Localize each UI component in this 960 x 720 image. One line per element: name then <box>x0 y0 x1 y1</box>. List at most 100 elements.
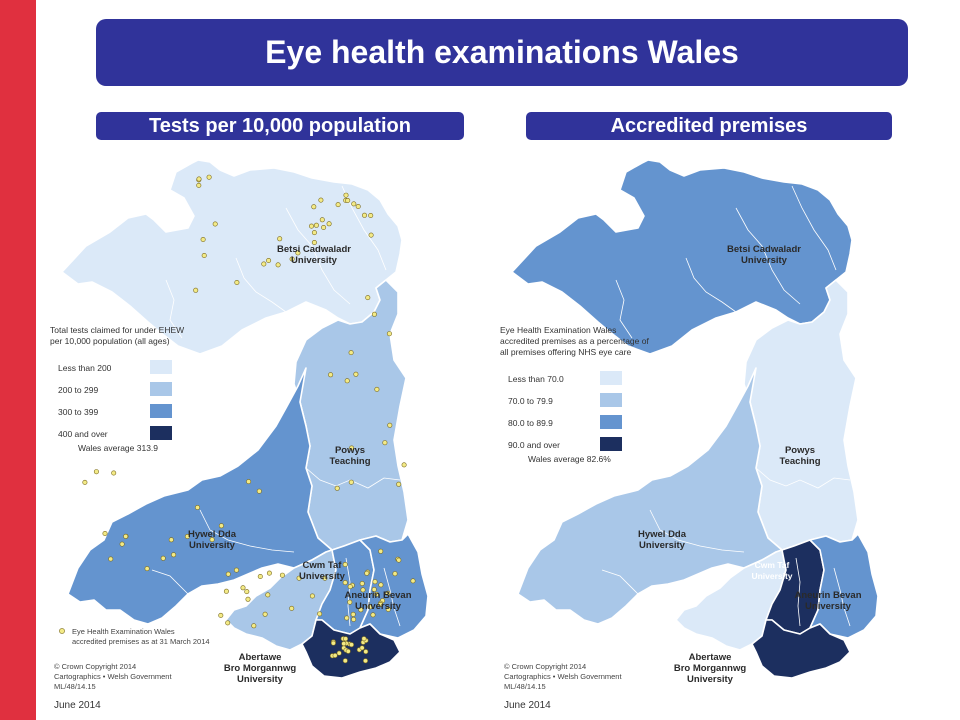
local-authority-boundary <box>601 569 639 595</box>
region-label-abm: Abertawe Bro Morgannwg University <box>674 652 746 685</box>
premises-point <box>368 212 374 218</box>
legend-label: 400 and over <box>58 429 108 439</box>
map-accredited-premises: Betsi Cadwaladr University Powys Teaching Hy… <box>500 150 880 720</box>
premises-point <box>332 652 338 658</box>
premises-point <box>193 287 199 293</box>
premises-point <box>360 587 366 593</box>
legend-label: 80.0 to 89.9 <box>508 418 553 428</box>
region-cardiff <box>301 619 401 679</box>
premises-point <box>311 230 317 236</box>
map-svg: Betsi Cadwaladr University Powys Teaching Hy… <box>50 159 429 711</box>
premises-point <box>361 636 367 642</box>
premises-point <box>341 641 347 647</box>
title-banner: Eye health examinations Wales <box>96 19 908 86</box>
premises-point <box>348 642 354 648</box>
legend-label: 200 to 299 <box>58 385 98 395</box>
premises-point <box>318 197 324 203</box>
premises-point <box>374 591 380 597</box>
premises-point <box>234 567 240 573</box>
premises-point <box>330 640 336 646</box>
local-authority-boundary <box>235 257 287 313</box>
premises-point <box>295 250 301 256</box>
local-authority-boundary <box>685 257 737 313</box>
panel-heading-accredited: Accredited premises <box>526 112 892 140</box>
legend-swatch <box>600 371 622 385</box>
premises-point <box>277 236 283 242</box>
region-label-hywel: Hywel Dda University <box>638 529 687 551</box>
premises-point <box>218 523 224 529</box>
legend-swatch <box>150 360 172 374</box>
premises-point <box>245 596 251 602</box>
premises-point <box>108 556 114 562</box>
premises-point <box>123 533 129 539</box>
local-authority-boundary <box>199 509 295 553</box>
local-authority-boundary <box>833 567 851 627</box>
premises-point <box>322 575 328 581</box>
premises-point <box>343 636 349 642</box>
region-hywel <box>67 367 333 625</box>
premises-point <box>367 604 373 610</box>
premises-point <box>344 615 350 621</box>
legend-label: 300 to 399 <box>58 407 98 417</box>
region-aneurin <box>809 533 879 639</box>
premises-point <box>257 573 263 579</box>
panel-heading-tests: Tests per 10,000 population <box>96 112 464 140</box>
premises-point <box>347 599 353 605</box>
premises-point <box>347 584 353 590</box>
map-tests-per-population: Betsi Cadwaladr University Powys Teaching Hy… <box>50 150 430 720</box>
legend-swatch <box>600 437 622 451</box>
premises-point <box>387 422 393 428</box>
premises-point <box>144 566 150 572</box>
premises-point <box>195 504 201 510</box>
premises-point <box>261 261 267 267</box>
premises-point <box>348 479 354 485</box>
legend-label: 90.0 and over <box>508 440 560 450</box>
premises-point <box>410 578 416 584</box>
premises-point <box>349 445 355 451</box>
premises-point <box>345 648 351 654</box>
premises-point <box>396 481 402 487</box>
premises-point <box>212 221 218 227</box>
map-footer: © Crown Copyright 2014 Cartographics • We… <box>504 662 622 691</box>
legend-label: Less than 200 <box>58 363 112 373</box>
premises-point <box>313 222 319 228</box>
region-label-betsi: Betsi Cadwaladr University <box>727 244 801 266</box>
premises-point <box>256 488 262 494</box>
legend-title: Eye Health Examination Wales accredited p… <box>500 325 649 357</box>
local-authority-boundary <box>735 207 801 305</box>
premises-point <box>234 280 240 286</box>
region-label-hywel: Hywel Dda University <box>188 529 237 551</box>
premises-point <box>358 607 364 613</box>
map-svg: Betsi Cadwaladr University Powys Teaching Hy… <box>500 159 879 711</box>
map-date: June 2014 <box>504 700 551 711</box>
local-authority-boundary <box>151 569 189 595</box>
premises-point <box>343 192 349 198</box>
premises-point <box>385 606 391 612</box>
region-label-cwm: Cwm Taf University <box>751 560 792 581</box>
premises-point <box>244 589 250 595</box>
premises-point <box>308 223 314 229</box>
premises-point <box>311 204 317 210</box>
region-label-powys: Powys Teaching <box>780 445 821 467</box>
local-authority-boundary <box>285 207 351 305</box>
premises-point <box>209 537 215 543</box>
region-label-cardiff: Cardiff & Vale University <box>316 679 372 700</box>
local-authority-boundary <box>755 467 851 489</box>
premises-point <box>317 611 323 617</box>
premises-point <box>289 256 295 262</box>
premises-point <box>335 202 341 208</box>
premises-point <box>218 612 224 618</box>
legend-swatch <box>150 404 172 418</box>
premises-point <box>334 485 340 491</box>
premises-point <box>401 462 407 468</box>
premises-point <box>119 541 125 547</box>
local-authority-boundary <box>345 557 351 627</box>
premises-point <box>344 378 350 384</box>
local-authority-boundary <box>649 509 745 553</box>
premises-point <box>342 658 348 664</box>
premises-point <box>102 530 108 536</box>
premises-point <box>336 650 342 656</box>
premises-point <box>296 575 302 581</box>
premises-point <box>396 557 402 563</box>
region-label-aneurin: Aneurin Bevan University <box>344 590 411 612</box>
